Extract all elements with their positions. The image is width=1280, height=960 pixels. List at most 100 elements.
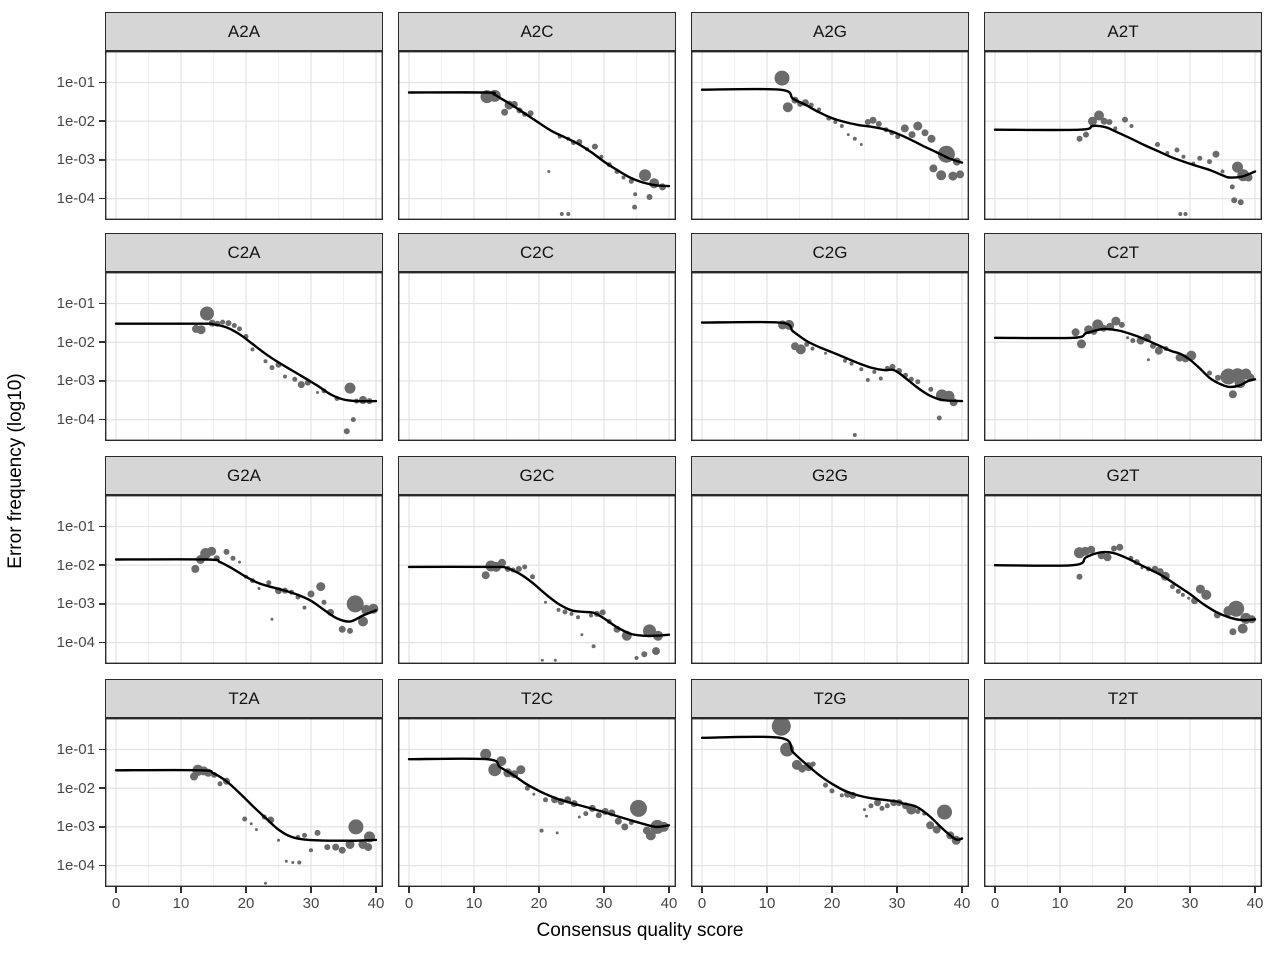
data-point <box>852 136 857 141</box>
facet-strip-A2G: A2G <box>691 12 969 51</box>
y-axis-tick <box>99 826 105 828</box>
data-point <box>1215 374 1221 381</box>
data-point <box>1237 199 1244 206</box>
y-axis-tick <box>99 525 105 528</box>
data-point <box>878 376 883 381</box>
data-point <box>292 376 298 382</box>
y-axis-tick-label: 1e-01 <box>56 741 95 758</box>
y-axis-tick <box>99 302 105 305</box>
fitted-error-line <box>407 565 671 638</box>
facet-strip-A2C: A2C <box>398 12 676 51</box>
y-axis-tick-label: 1e-01 <box>56 518 95 535</box>
data-point <box>346 595 364 613</box>
data-point <box>1130 338 1136 344</box>
data-point <box>936 415 942 421</box>
data-point <box>566 212 571 216</box>
data-point <box>307 590 315 598</box>
y-axis-tick-label: 1e-04 <box>56 634 95 652</box>
data-point <box>238 560 241 564</box>
data-point <box>277 838 280 842</box>
y-axis-title: Error frequency (log10) <box>5 373 26 569</box>
data-point <box>1083 131 1089 138</box>
data-point <box>1197 155 1203 161</box>
data-point <box>632 204 638 210</box>
facet-panel-C2T <box>984 272 1262 441</box>
data-point <box>829 788 835 794</box>
y-axis-tick-label: 1e-02 <box>56 112 95 130</box>
data-point <box>321 599 327 605</box>
data-point <box>269 365 275 371</box>
data-point <box>522 564 528 570</box>
facet-panel-T2T <box>984 718 1262 887</box>
data-point <box>1170 584 1175 590</box>
data-point <box>652 647 660 656</box>
data-point <box>1231 197 1238 204</box>
data-point <box>316 582 326 592</box>
facet-panel-A2C <box>398 51 676 220</box>
data-point <box>1220 169 1225 174</box>
facet-strip-label: A2T <box>1107 21 1139 41</box>
data-point <box>543 797 548 803</box>
data-point <box>1103 553 1112 562</box>
data-point <box>614 817 622 825</box>
x-axis-tick <box>245 887 247 893</box>
y-axis-tick <box>99 603 105 605</box>
data-point <box>559 212 564 216</box>
data-point <box>921 129 929 137</box>
data-point <box>879 805 885 811</box>
facet-strip-label: C2A <box>227 242 261 262</box>
data-point <box>926 821 935 830</box>
data-point <box>849 361 854 366</box>
facet-panel-T2G <box>691 718 969 887</box>
data-point <box>242 816 248 822</box>
data-point <box>297 381 305 389</box>
x-axis-tick-label: 20 <box>530 895 548 912</box>
facet-strip-T2T: T2T <box>984 679 1262 718</box>
facet-strip-label: A2G <box>812 21 848 41</box>
data-point <box>237 326 242 332</box>
x-axis-tick-label: 20 <box>1116 895 1134 912</box>
data-point <box>358 616 368 627</box>
data-point <box>874 799 881 807</box>
data-point <box>859 143 863 146</box>
x-axis-tick <box>1059 887 1061 893</box>
data-point <box>257 587 261 590</box>
facet-strip-T2C: T2C <box>398 679 676 718</box>
data-point <box>343 428 350 435</box>
data-point <box>810 346 815 351</box>
data-point <box>264 881 267 885</box>
data-point <box>207 546 217 556</box>
data-point <box>956 170 965 179</box>
data-point <box>643 624 656 638</box>
x-axis-tick <box>473 887 475 893</box>
data-point <box>810 761 816 767</box>
data-point <box>249 822 253 826</box>
data-point <box>217 781 223 787</box>
x-axis-tick-label: 10 <box>172 895 190 912</box>
y-axis-tick-label: 1e-02 <box>56 779 95 797</box>
data-point <box>863 808 866 812</box>
data-point <box>589 613 593 618</box>
x-axis-tick <box>1189 887 1191 893</box>
x-axis-tick <box>961 887 963 893</box>
facet-strip-G2T: G2T <box>984 456 1262 495</box>
data-point <box>875 120 882 127</box>
y-axis-tick <box>99 564 105 566</box>
data-point <box>1181 154 1186 159</box>
y-axis-tick <box>99 120 105 122</box>
facet-strip-G2A: G2A <box>105 456 383 495</box>
x-axis-tick <box>1124 887 1126 893</box>
y-axis-tick-label: 1e-02 <box>56 333 95 351</box>
data-point <box>577 815 581 819</box>
data-point <box>555 831 559 835</box>
facet-strip-label: A2A <box>227 21 261 41</box>
data-point <box>297 860 302 865</box>
y-axis-tick-label: 1e-03 <box>56 595 95 613</box>
data-point <box>291 861 295 864</box>
data-point <box>782 102 793 113</box>
data-point <box>359 396 367 404</box>
fitted-error-line <box>114 558 378 623</box>
data-point <box>645 830 656 841</box>
data-point <box>350 417 356 423</box>
data-point <box>1076 135 1083 142</box>
